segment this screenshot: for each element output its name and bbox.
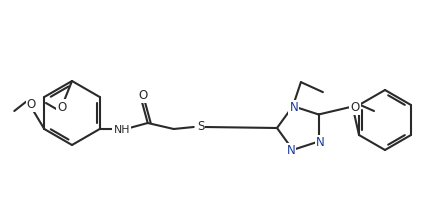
Text: N: N (289, 101, 298, 114)
Text: O: O (350, 101, 360, 114)
Text: O: O (57, 101, 67, 114)
Text: N: N (316, 136, 325, 149)
Text: N: N (286, 144, 295, 157)
Text: S: S (197, 121, 204, 133)
Text: NH: NH (114, 125, 130, 135)
Text: O: O (27, 97, 36, 110)
Text: O: O (138, 89, 147, 102)
